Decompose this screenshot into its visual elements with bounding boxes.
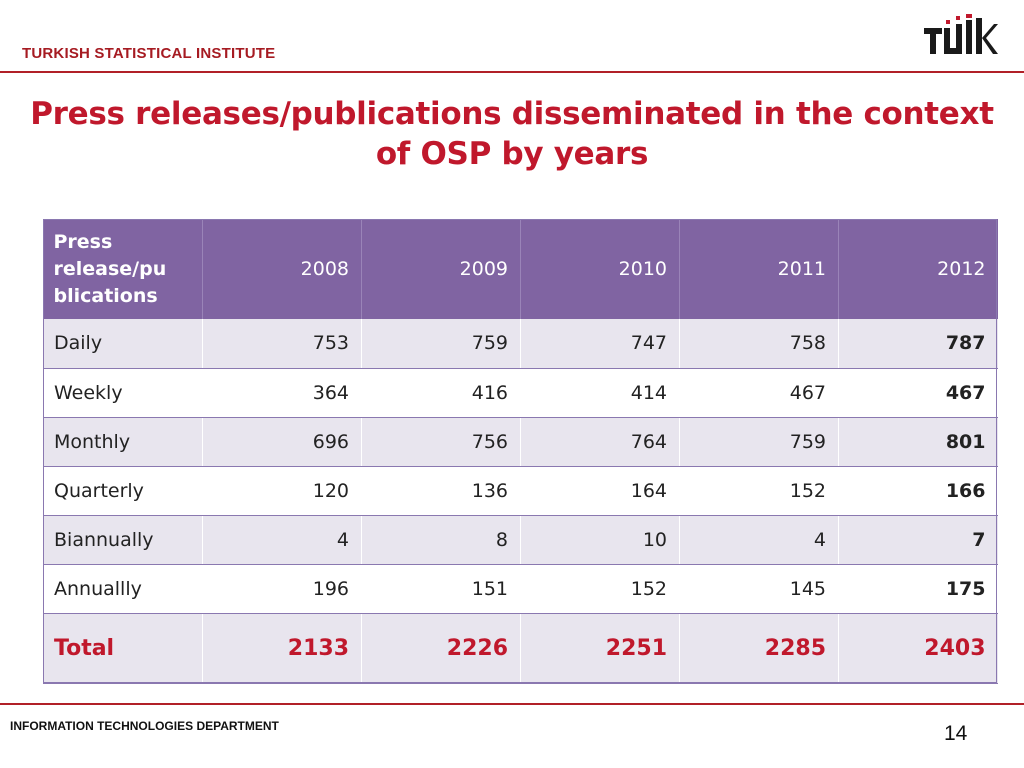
cell-value: 753 (202, 319, 362, 369)
table-row: Monthly 696 756 764 759 801 (43, 417, 998, 467)
cell-value: 10 (520, 515, 680, 565)
table-row: Quarterly 120 136 164 152 166 (43, 466, 998, 516)
cell-value: 414 (520, 368, 680, 418)
total-row: Total 2133 2226 2251 2285 2403 (43, 613, 998, 684)
cell-value: 696 (202, 417, 362, 467)
row-label: Biannually (43, 515, 203, 565)
total-value: 2251 (520, 613, 680, 684)
total-value: 2403 (838, 613, 998, 684)
page-number: 14 (944, 722, 968, 745)
cell-value: 747 (520, 319, 680, 369)
title-line-2: of OSP by years (375, 136, 649, 172)
cell-value: 152 (520, 564, 680, 614)
data-table-container: Press release/pu blications 2008 2009 20… (43, 219, 998, 684)
row-label: Weekly (43, 368, 203, 418)
cell-value: 759 (361, 319, 521, 369)
cell-value: 759 (679, 417, 839, 467)
header-year: 2012 (838, 219, 998, 319)
row-label: Annuallly (43, 564, 203, 614)
publications-table: Press release/pu blications 2008 2009 20… (43, 219, 998, 684)
cell-value: 764 (520, 417, 680, 467)
cell-value: 152 (679, 466, 839, 516)
cell-value: 196 (202, 564, 362, 614)
title-line-1: Press releases/publications disseminated… (30, 96, 994, 132)
cell-value: 416 (361, 368, 521, 418)
total-value: 2285 (679, 613, 839, 684)
footer-divider (0, 703, 1024, 705)
cell-value: 8 (361, 515, 521, 565)
row-label: Monthly (43, 417, 203, 467)
row-label: Quarterly (43, 466, 203, 516)
department-name: INFORMATION TECHNOLOGIES DEPARTMENT (10, 719, 279, 733)
header-year: 2010 (520, 219, 680, 319)
total-value: 2133 (202, 613, 362, 684)
cell-value: 758 (679, 319, 839, 369)
cell-value-latest: 787 (838, 319, 998, 369)
cell-value: 151 (361, 564, 521, 614)
tuik-logo (924, 14, 998, 54)
cell-value: 4 (202, 515, 362, 565)
header-year: 2009 (361, 219, 521, 319)
table-row: Daily 753 759 747 758 787 (43, 319, 998, 369)
cell-value: 364 (202, 368, 362, 418)
cell-value: 756 (361, 417, 521, 467)
cell-value-latest: 801 (838, 417, 998, 467)
table-row: Biannually 4 8 10 4 7 (43, 515, 998, 565)
cell-value: 467 (679, 368, 839, 418)
cell-value: 164 (520, 466, 680, 516)
header-divider (0, 71, 1024, 73)
cell-value-latest: 166 (838, 466, 998, 516)
cell-value-latest: 467 (838, 368, 998, 418)
cell-value-latest: 7 (838, 515, 998, 565)
header-category: Press release/pu blications (43, 219, 203, 319)
cell-value: 4 (679, 515, 839, 565)
row-label: Daily (43, 319, 203, 369)
cell-value: 145 (679, 564, 839, 614)
table-row: Weekly 364 416 414 467 467 (43, 368, 998, 418)
cell-value: 136 (361, 466, 521, 516)
table-row: Annuallly 196 151 152 145 175 (43, 564, 998, 614)
cell-value-latest: 175 (838, 564, 998, 614)
table-header-row: Press release/pu blications 2008 2009 20… (43, 219, 998, 319)
total-value: 2226 (361, 613, 521, 684)
header-year: 2011 (679, 219, 839, 319)
header-year: 2008 (202, 219, 362, 319)
total-label: Total (43, 613, 203, 684)
organization-name: TURKISH STATISTICAL INSTITUTE (22, 45, 276, 62)
cell-value: 120 (202, 466, 362, 516)
page-title: Press releases/publications disseminated… (20, 94, 1004, 174)
